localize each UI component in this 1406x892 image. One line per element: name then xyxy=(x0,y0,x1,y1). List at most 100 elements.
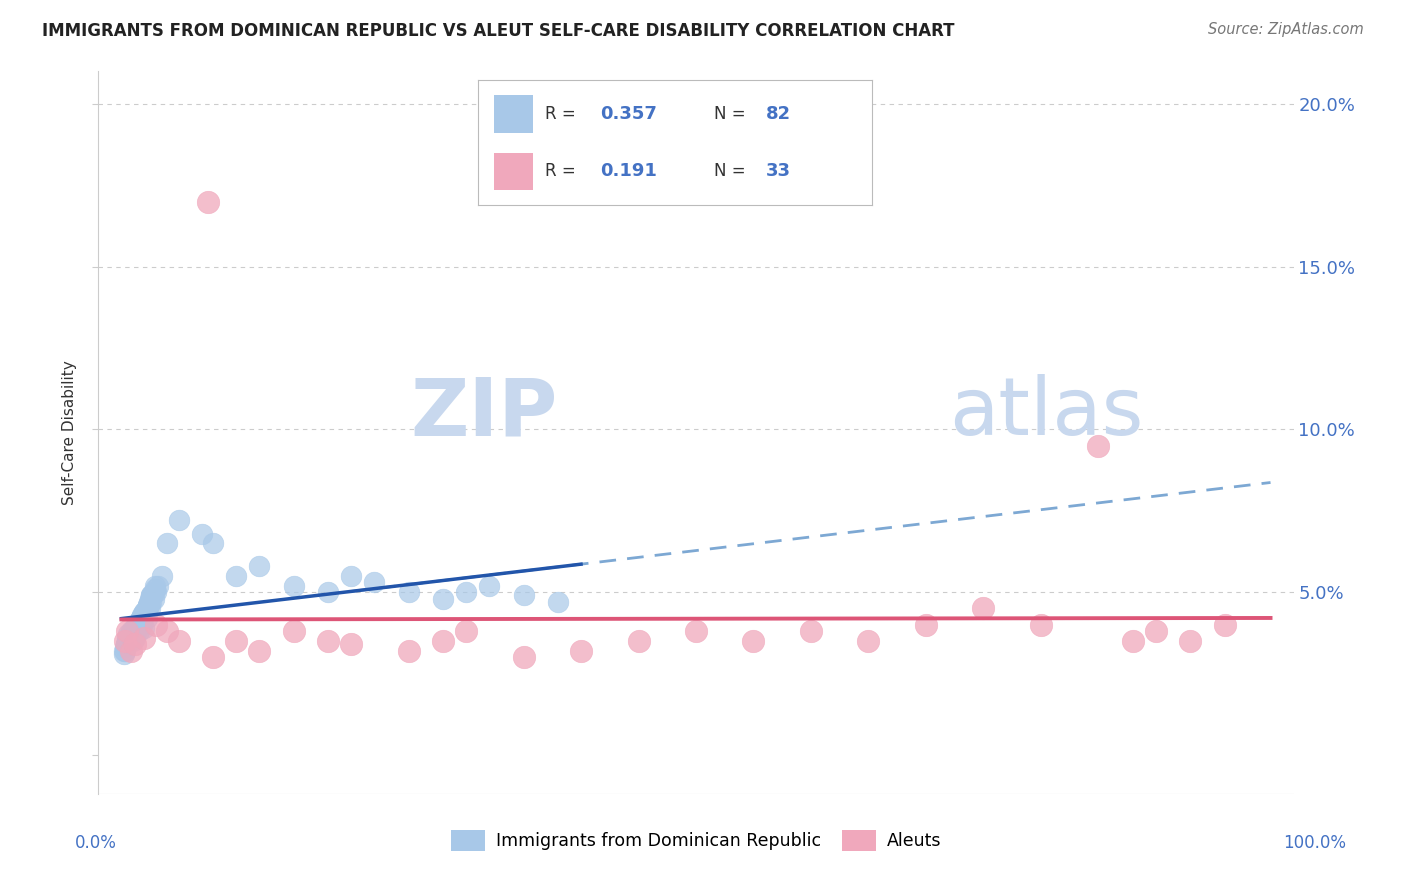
Point xyxy=(120,643,142,657)
Point xyxy=(125,624,148,639)
Point xyxy=(340,569,363,583)
Point xyxy=(114,640,136,655)
Point xyxy=(627,634,650,648)
Point xyxy=(132,611,155,625)
Point xyxy=(128,615,150,629)
Point xyxy=(225,634,247,648)
Point xyxy=(283,578,305,592)
Point xyxy=(432,591,454,606)
Point xyxy=(247,559,270,574)
Point xyxy=(118,631,141,645)
Point xyxy=(115,624,138,639)
Point xyxy=(114,643,136,657)
Point xyxy=(156,624,179,639)
Point xyxy=(547,595,569,609)
Point xyxy=(141,595,163,609)
Point xyxy=(138,595,160,609)
Point xyxy=(225,569,247,583)
Point xyxy=(914,617,936,632)
Point xyxy=(139,601,162,615)
Point xyxy=(202,536,225,550)
Text: atlas: atlas xyxy=(949,374,1143,452)
Point xyxy=(122,624,145,639)
Point xyxy=(114,634,136,648)
Point xyxy=(127,617,149,632)
Point xyxy=(135,605,157,619)
Point xyxy=(478,578,501,592)
Y-axis label: Self-Care Disability: Self-Care Disability xyxy=(62,360,77,505)
Point xyxy=(1178,634,1201,648)
Point xyxy=(1087,439,1109,453)
Point xyxy=(972,601,994,615)
Point xyxy=(120,624,142,639)
Point xyxy=(858,634,880,648)
Point xyxy=(134,605,156,619)
Point xyxy=(134,621,156,635)
Point xyxy=(134,631,156,645)
Point xyxy=(569,643,592,657)
Point xyxy=(115,637,138,651)
Text: ZIP: ZIP xyxy=(411,374,558,452)
Text: Source: ZipAtlas.com: Source: ZipAtlas.com xyxy=(1208,22,1364,37)
Point xyxy=(132,607,155,622)
Point xyxy=(139,591,162,606)
Point xyxy=(127,617,149,632)
Point xyxy=(398,643,420,657)
Point xyxy=(512,650,534,665)
Point xyxy=(122,621,145,635)
Point xyxy=(142,585,165,599)
Point xyxy=(115,634,138,648)
Point xyxy=(115,637,138,651)
Text: 0.191: 0.191 xyxy=(600,162,657,180)
Point xyxy=(398,585,420,599)
Point xyxy=(115,637,138,651)
Point xyxy=(135,605,157,619)
Point xyxy=(120,631,142,645)
Point xyxy=(512,588,534,602)
Point xyxy=(340,637,363,651)
Point xyxy=(202,650,225,665)
Point xyxy=(143,578,166,592)
Point xyxy=(129,611,152,625)
Point xyxy=(131,607,153,622)
Point xyxy=(142,591,165,606)
Point xyxy=(136,598,159,612)
Point xyxy=(127,621,149,635)
Bar xyxy=(494,95,533,133)
Point xyxy=(432,634,454,648)
Point xyxy=(120,627,142,641)
Point xyxy=(115,631,138,645)
Point xyxy=(122,634,145,648)
Point xyxy=(136,601,159,615)
Point xyxy=(129,615,152,629)
Point xyxy=(316,634,339,648)
Point xyxy=(148,578,170,592)
Point xyxy=(742,634,765,648)
Point xyxy=(167,634,190,648)
Point xyxy=(141,588,163,602)
Text: 0.357: 0.357 xyxy=(600,105,657,123)
Point xyxy=(112,643,135,657)
Point xyxy=(1144,624,1167,639)
Text: 82: 82 xyxy=(765,105,790,123)
Point xyxy=(456,585,478,599)
Point xyxy=(117,627,139,641)
Text: R =: R = xyxy=(546,162,575,180)
Point xyxy=(124,621,146,635)
Point xyxy=(125,621,148,635)
Point xyxy=(197,194,219,209)
Point xyxy=(118,634,141,648)
Point xyxy=(135,611,157,625)
Text: R =: R = xyxy=(546,105,575,123)
Point xyxy=(283,624,305,639)
Point xyxy=(124,637,146,651)
Point xyxy=(1213,617,1236,632)
Point xyxy=(363,575,385,590)
Point xyxy=(135,601,157,615)
Point xyxy=(685,624,707,639)
Text: IMMIGRANTS FROM DOMINICAN REPUBLIC VS ALEUT SELF-CARE DISABILITY CORRELATION CHA: IMMIGRANTS FROM DOMINICAN REPUBLIC VS AL… xyxy=(42,22,955,40)
Point xyxy=(131,617,153,632)
Bar xyxy=(494,153,533,190)
Point xyxy=(1122,634,1144,648)
Point xyxy=(145,617,167,632)
